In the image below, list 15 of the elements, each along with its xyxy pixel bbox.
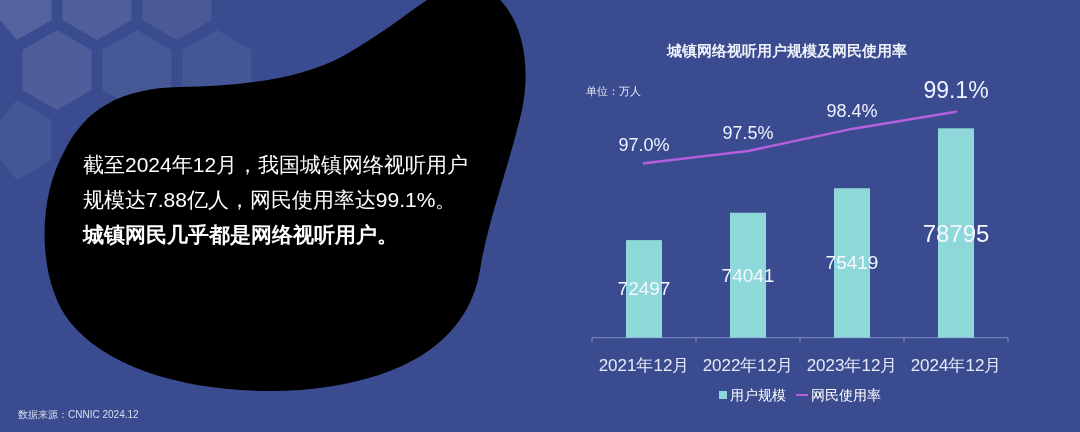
x-tick-label: 2024年12月	[910, 356, 1002, 375]
x-tick-label: 2022年12月	[702, 356, 794, 375]
x-tick-label: 2023年12月	[806, 356, 898, 375]
data-label: 98.4%	[826, 100, 878, 121]
text: 单位：万人	[586, 85, 641, 97]
chart-title: 城镇网络视听用户规模及网民使用率	[666, 42, 907, 59]
text: 截至2024年12月，我国城镇网络视听用户规模达7.88亿人，网民使用率达99.1%。	[83, 152, 470, 213]
data-label: 99.1%	[923, 76, 989, 103]
legend-label: 网民使用率	[811, 387, 881, 403]
data-label: 97.0%	[618, 135, 670, 156]
data-label: 97.5%	[722, 123, 774, 144]
text: 城镇网民几乎都是网络视听用户。	[83, 222, 399, 248]
legend-label: 用户规模	[730, 387, 786, 403]
x-tick-label: 2021年12月	[598, 356, 690, 375]
source-note: 数据来源：CNNIC 2024.12	[18, 409, 140, 420]
